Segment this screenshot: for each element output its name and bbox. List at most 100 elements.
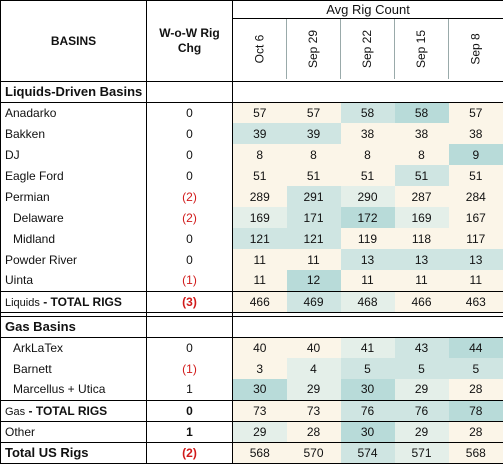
rig-count-cell: 169 xyxy=(233,207,287,228)
wow-change: (1) xyxy=(147,358,233,379)
wow-change: 0 xyxy=(147,228,233,249)
rig-count-cell: 4 xyxy=(287,358,341,379)
date-label: Oct 6 xyxy=(253,35,267,64)
rig-count-cell: 29 xyxy=(233,421,287,442)
rig-count-cell: 119 xyxy=(341,228,395,249)
rig-count-cell: 29 xyxy=(395,379,449,400)
us-total-label: Total US Rigs xyxy=(1,442,147,463)
rig-count-cell: 117 xyxy=(449,228,503,249)
rig-count-cell: 171 xyxy=(287,207,341,228)
section-gas: Gas Basins xyxy=(1,316,147,337)
rig-count-cell: 38 xyxy=(449,123,503,144)
rig-count-cell: 51 xyxy=(449,165,503,186)
basin-name: Uinta xyxy=(1,270,147,291)
rig-count-cell: 11 xyxy=(395,270,449,291)
rig-count-cell: 12 xyxy=(287,270,341,291)
date-col-4: Sep 8 xyxy=(449,19,503,80)
rig-count-cell: 11 xyxy=(233,249,287,270)
wow-change: (3) xyxy=(147,291,233,312)
rig-count-cell: 167 xyxy=(449,207,503,228)
rig-count-cell: 3 xyxy=(233,358,287,379)
rig-count-cell: 76 xyxy=(395,400,449,421)
wow-change: 0 xyxy=(147,337,233,358)
rig-count-cell: 29 xyxy=(287,379,341,400)
rig-count-cell: 8 xyxy=(287,144,341,165)
basins-header: BASINS xyxy=(1,1,147,82)
rig-count-cell: 9 xyxy=(449,144,503,165)
rig-count-cell: 51 xyxy=(341,165,395,186)
date-col-3: Sep 15 xyxy=(395,19,449,80)
rig-count-cell: 568 xyxy=(449,442,503,463)
basin-name: Marcellus + Utica xyxy=(1,379,147,400)
basin-name: Other xyxy=(1,421,147,442)
date-label: Sep 8 xyxy=(469,33,483,64)
gas-total-label: Gas - TOTAL RIGS xyxy=(1,400,147,421)
rig-count-cell: 284 xyxy=(449,186,503,207)
rig-count-cell: 121 xyxy=(287,228,341,249)
wow-change-header: W-o-W Rig Chg xyxy=(147,1,233,82)
rig-count-cell: 5 xyxy=(395,358,449,379)
basin-name: DJ xyxy=(1,144,147,165)
basin-name: Midland xyxy=(1,228,147,249)
rig-count-cell: 58 xyxy=(395,102,449,123)
rig-count-cell: 29 xyxy=(395,421,449,442)
rig-count-cell: 8 xyxy=(395,144,449,165)
wow-change: 1 xyxy=(147,379,233,400)
rig-count-cell: 30 xyxy=(341,379,395,400)
rig-count-cell: 290 xyxy=(341,186,395,207)
wow-change: (1) xyxy=(147,270,233,291)
rig-count-cell: 57 xyxy=(233,102,287,123)
rig-count-cell: 11 xyxy=(233,270,287,291)
rig-count-cell: 8 xyxy=(233,144,287,165)
wow-change: 0 xyxy=(147,400,233,421)
rig-count-cell: 11 xyxy=(449,270,503,291)
rig-count-cell: 28 xyxy=(449,379,503,400)
rig-count-cell: 40 xyxy=(233,337,287,358)
rig-count-cell: 574 xyxy=(341,442,395,463)
basin-name: Bakken xyxy=(1,123,147,144)
wow-change: 0 xyxy=(147,102,233,123)
rig-count-cell: 5 xyxy=(449,358,503,379)
wow-change: 1 xyxy=(147,421,233,442)
rig-count-cell: 121 xyxy=(233,228,287,249)
basin-name: Delaware xyxy=(1,207,147,228)
wow-change: 0 xyxy=(147,249,233,270)
liquids-total-label: Liquids - TOTAL RIGS xyxy=(1,291,147,312)
date-label: Sep 29 xyxy=(306,30,320,68)
rig-count-cell: 38 xyxy=(395,123,449,144)
rig-count-cell: 466 xyxy=(395,291,449,312)
rig-count-cell: 11 xyxy=(287,249,341,270)
rig-count-cell: 73 xyxy=(233,400,287,421)
date-label: Sep 22 xyxy=(360,30,374,68)
basin-name: Powder River xyxy=(1,249,147,270)
rig-count-cell: 43 xyxy=(395,337,449,358)
wow-change: 0 xyxy=(147,144,233,165)
rig-count-cell: 468 xyxy=(341,291,395,312)
date-label: Sep 15 xyxy=(414,30,428,68)
date-col-1: Sep 29 xyxy=(287,19,341,80)
rig-count-cell: 28 xyxy=(449,421,503,442)
basin-name: Barnett xyxy=(1,358,147,379)
rig-count-cell: 51 xyxy=(233,165,287,186)
section-liquids: Liquids-Driven Basins xyxy=(1,81,147,102)
rig-count-cell: 13 xyxy=(449,249,503,270)
basin-name: Anadarko xyxy=(1,102,147,123)
wow-header-line1: W-o-W Rig xyxy=(147,26,232,41)
rig-count-cell: 289 xyxy=(233,186,287,207)
rig-count-cell: 39 xyxy=(287,123,341,144)
rig-count-cell: 39 xyxy=(233,123,287,144)
rig-count-cell: 466 xyxy=(233,291,287,312)
rig-count-cell: 8 xyxy=(341,144,395,165)
rig-count-cell: 5 xyxy=(341,358,395,379)
date-col-0: Oct 6 xyxy=(233,19,287,80)
rig-count-cell: 172 xyxy=(341,207,395,228)
